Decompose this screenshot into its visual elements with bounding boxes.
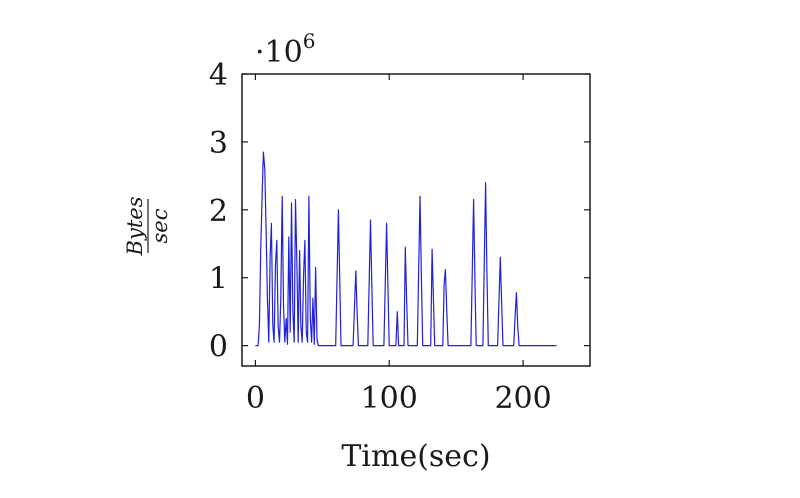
axis-ticks: [242, 73, 590, 366]
x-tick-label: 200: [494, 381, 551, 416]
y-axis-multiplier-base: ·10: [255, 35, 303, 70]
y-tick-label: 2: [209, 194, 228, 229]
x-axis-label: Time(sec): [341, 439, 490, 474]
y-tick-label: 3: [209, 126, 228, 161]
axis-tick-labels: 0 100 200 0 1 2 3 4: [209, 58, 552, 416]
y-axis-label: Bytes sec: [123, 196, 172, 256]
y-axis-label-numerator: Bytes: [123, 196, 147, 256]
plot-frame: [241, 73, 591, 367]
y-axis-multiplier: ·106: [255, 29, 315, 70]
y-axis-multiplier-exponent: 6: [303, 29, 316, 53]
y-tick-label: 0: [209, 330, 228, 365]
x-tick-label: 100: [361, 381, 418, 416]
x-tick-label: 0: [246, 381, 265, 416]
y-axis-label-denominator: sec: [148, 208, 172, 243]
y-tick-label: 1: [209, 262, 228, 297]
y-tick-label: 4: [209, 58, 228, 93]
series-line: [255, 151, 557, 347]
